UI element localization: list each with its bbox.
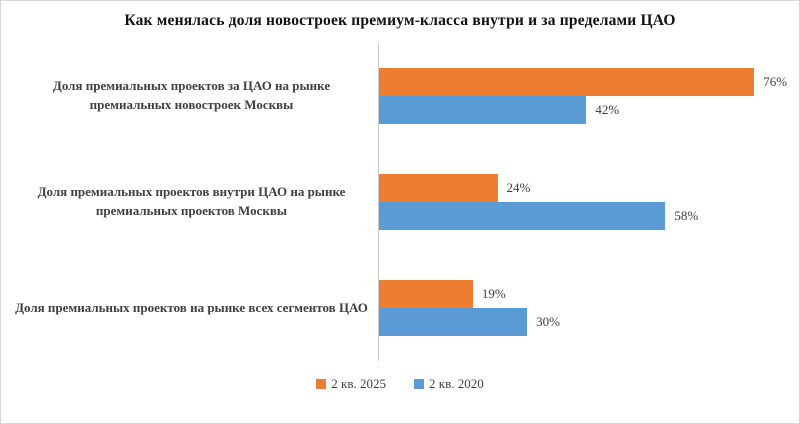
bar-2020 xyxy=(379,202,666,230)
category-label: Доля премиальных проектов на рынке всех … xyxy=(15,299,368,315)
bar-2025 xyxy=(379,280,473,308)
category-label: Доля премиальных проектов за ЦАО на рынк… xyxy=(52,78,331,112)
value-label: 30% xyxy=(536,314,560,329)
chart-title: Как менялась доля новостроек премиум-кла… xyxy=(124,12,676,29)
bar-line: 76% xyxy=(379,68,787,96)
value-label: 19% xyxy=(481,286,506,301)
legend-item-2025: 2 кв. 2025 xyxy=(316,376,386,392)
bar-2020 xyxy=(379,96,587,124)
chart-row: Доля премиальных проектов внутри ЦАО на … xyxy=(1,149,799,255)
bar-group: 19% 30% xyxy=(378,255,774,361)
chart-row: Доля премиальных проектов за ЦАО на рынк… xyxy=(1,43,799,149)
bar-2025 xyxy=(379,174,498,202)
legend-swatch-icon xyxy=(316,379,327,389)
legend-label: 2 кв. 2020 xyxy=(429,376,484,391)
legend-swatch-icon xyxy=(414,379,424,389)
bar-2020 xyxy=(379,308,528,336)
value-label: 24% xyxy=(506,180,531,195)
bar-line: 42% xyxy=(379,96,774,124)
chart-legend: 2 кв. 2025 2 кв. 2020 xyxy=(1,376,799,392)
category-label: Доля премиальных проектов внутри ЦАО на … xyxy=(37,184,346,218)
bar-line: 19% xyxy=(379,280,774,308)
chart-row: Доля премиальных проектов на рынке всех … xyxy=(1,255,799,361)
value-label: 58% xyxy=(674,208,699,223)
legend-label: 2 кв. 2025 xyxy=(331,376,386,391)
value-label: 42% xyxy=(595,102,620,117)
legend-item-2020: 2 кв. 2020 xyxy=(414,376,484,392)
bar-2025 xyxy=(379,68,755,96)
value-label: 76% xyxy=(763,74,788,89)
plot-area: Доля премиальных проектов за ЦАО на рынк… xyxy=(1,43,799,361)
bar-line: 58% xyxy=(379,202,774,230)
bar-group: 76% 42% xyxy=(378,43,787,149)
bar-line: 30% xyxy=(379,308,774,336)
bar-line: 24% xyxy=(379,174,774,202)
bar-group: 24% 58% xyxy=(378,149,774,255)
